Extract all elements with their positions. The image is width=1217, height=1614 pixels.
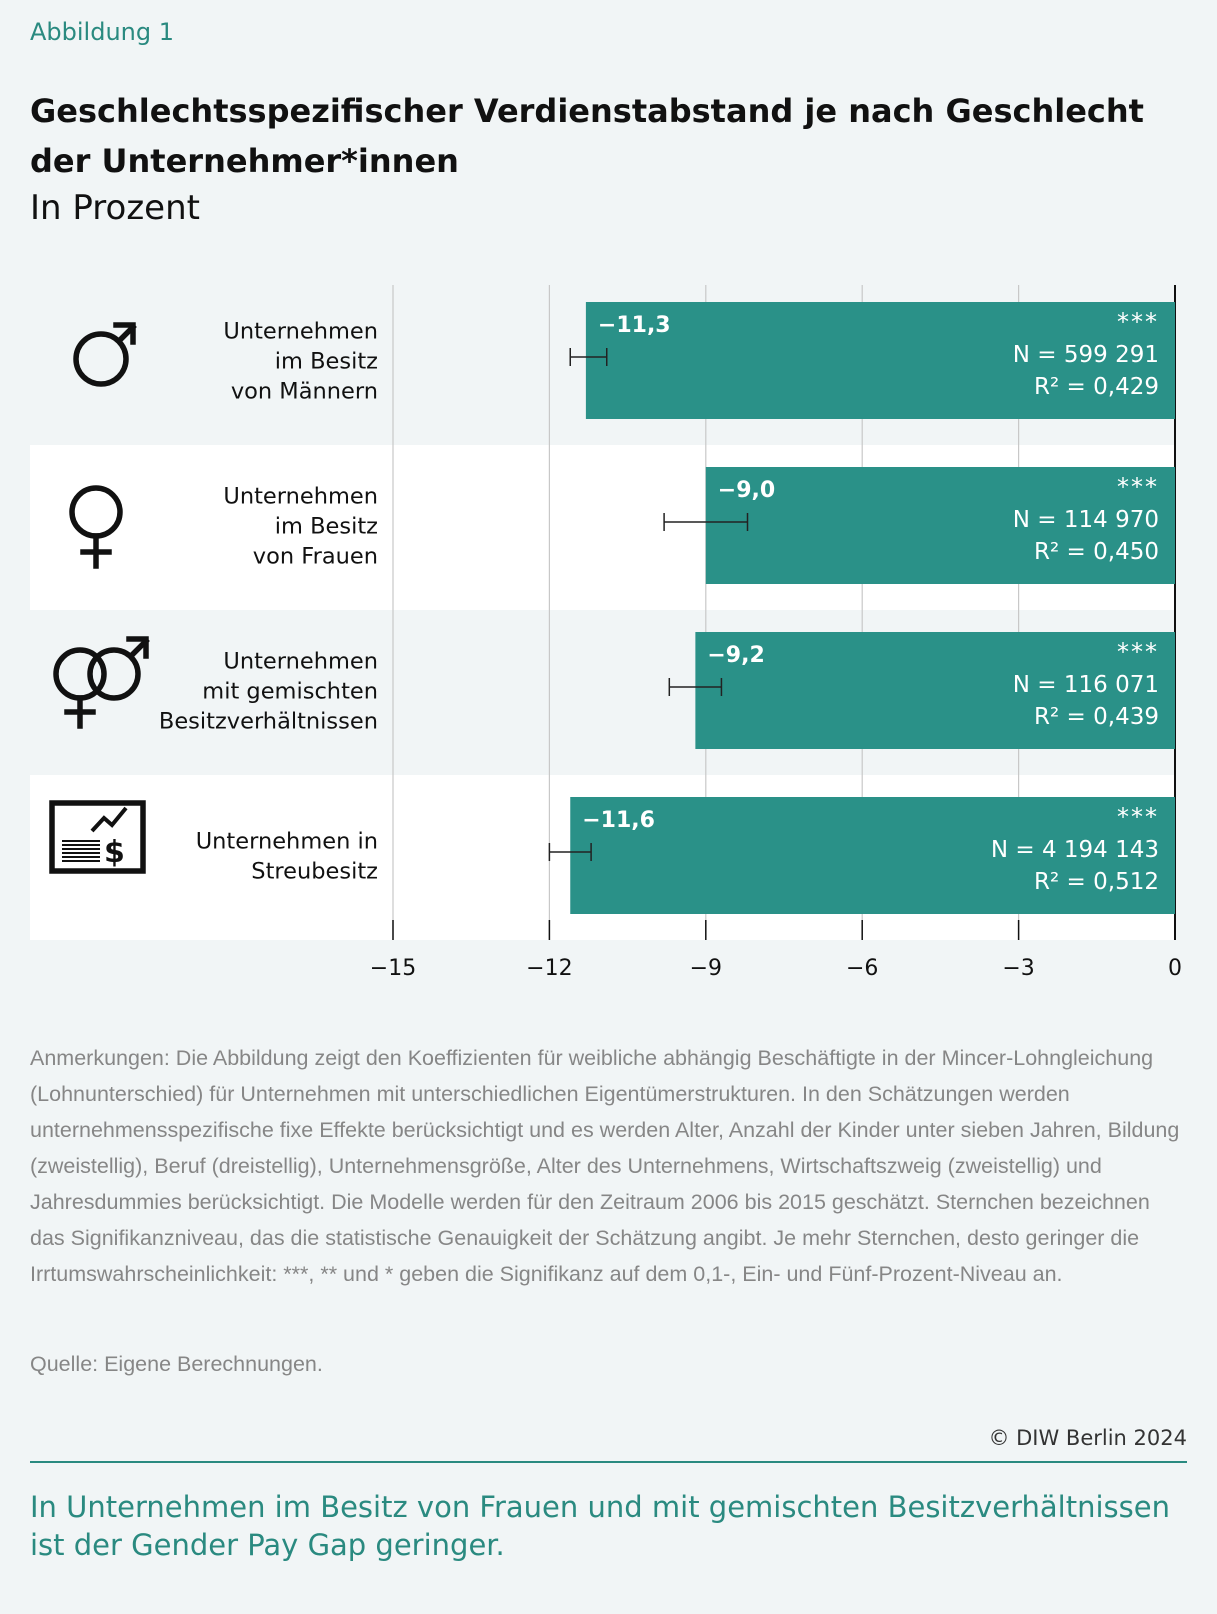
category-label: von Frauen [253, 544, 378, 570]
x-tick-label: −15 [370, 956, 416, 981]
female-symbol-icon [69, 485, 123, 569]
chart-source: Quelle: Eigene Berechnungen. [30, 1352, 323, 1376]
n-label: N = 116 071 [1013, 672, 1159, 698]
category-label: Unternehmen [223, 319, 378, 345]
svg-text:$: $ [104, 835, 125, 870]
x-tick-label: −12 [526, 956, 572, 981]
x-tick-label: −3 [1002, 956, 1034, 981]
category-label: Unternehmen in [196, 829, 378, 855]
x-tick-label: 0 [1168, 956, 1182, 981]
bar-chart: −11,3 *** N = 599 291 R² = 0,429 Unternehmen… [30, 280, 1182, 981]
category-label: von Männern [231, 379, 378, 405]
mixed-gender-symbol-icon [53, 636, 150, 729]
n-label: N = 114 970 [1013, 507, 1159, 533]
category-label: mit gemischten [202, 679, 378, 705]
category-label: im Besitz [275, 514, 378, 540]
r2-label: R² = 0,439 [1034, 704, 1159, 730]
male-symbol-icon [73, 322, 137, 387]
n-label: N = 4 194 143 [991, 837, 1159, 863]
figure-label: Abbildung 1 [30, 18, 175, 46]
r2-label: R² = 0,429 [1034, 374, 1159, 400]
category-label: im Besitz [275, 349, 378, 375]
category-label: Unternehmen [223, 484, 378, 510]
category-label: Streubesitz [251, 859, 378, 885]
significance-stars: *** [1117, 473, 1159, 501]
significance-stars: *** [1117, 803, 1159, 831]
bar [585, 302, 1175, 419]
bar [705, 467, 1175, 584]
significance-stars: *** [1117, 638, 1159, 666]
stock-certificate-icon: $ [49, 800, 146, 874]
significance-stars: *** [1117, 308, 1159, 336]
bar-value-label: −11,3 [598, 313, 671, 338]
copyright: © DIW Berlin 2024 [988, 1426, 1187, 1450]
category-label: Unternehmen [223, 649, 378, 675]
r2-label: R² = 0,450 [1034, 539, 1159, 565]
bar [570, 797, 1175, 914]
bar-value-label: −9,0 [718, 478, 775, 503]
chart-notes: Anmerkungen: Die Abbildung zeigt den Koe… [30, 1046, 1180, 1286]
category-label: Besitzverhältnissen [159, 709, 378, 735]
bar [695, 632, 1175, 749]
n-label: N = 599 291 [1013, 342, 1159, 368]
chart-title: Geschlechtsspezifischer Verdienstabstand… [30, 92, 1144, 180]
x-tick-label: −6 [846, 956, 878, 981]
x-tick-label: −9 [690, 956, 722, 981]
bar-value-label: −11,6 [582, 808, 655, 833]
takeaway-text: In Unternehmen im Besitz von Frauen und … [30, 1490, 1170, 1562]
divider [30, 1461, 1187, 1463]
r2-label: R² = 0,512 [1034, 869, 1159, 895]
bar-value-label: −9,2 [707, 643, 764, 668]
chart-subtitle: In Prozent [30, 188, 200, 228]
